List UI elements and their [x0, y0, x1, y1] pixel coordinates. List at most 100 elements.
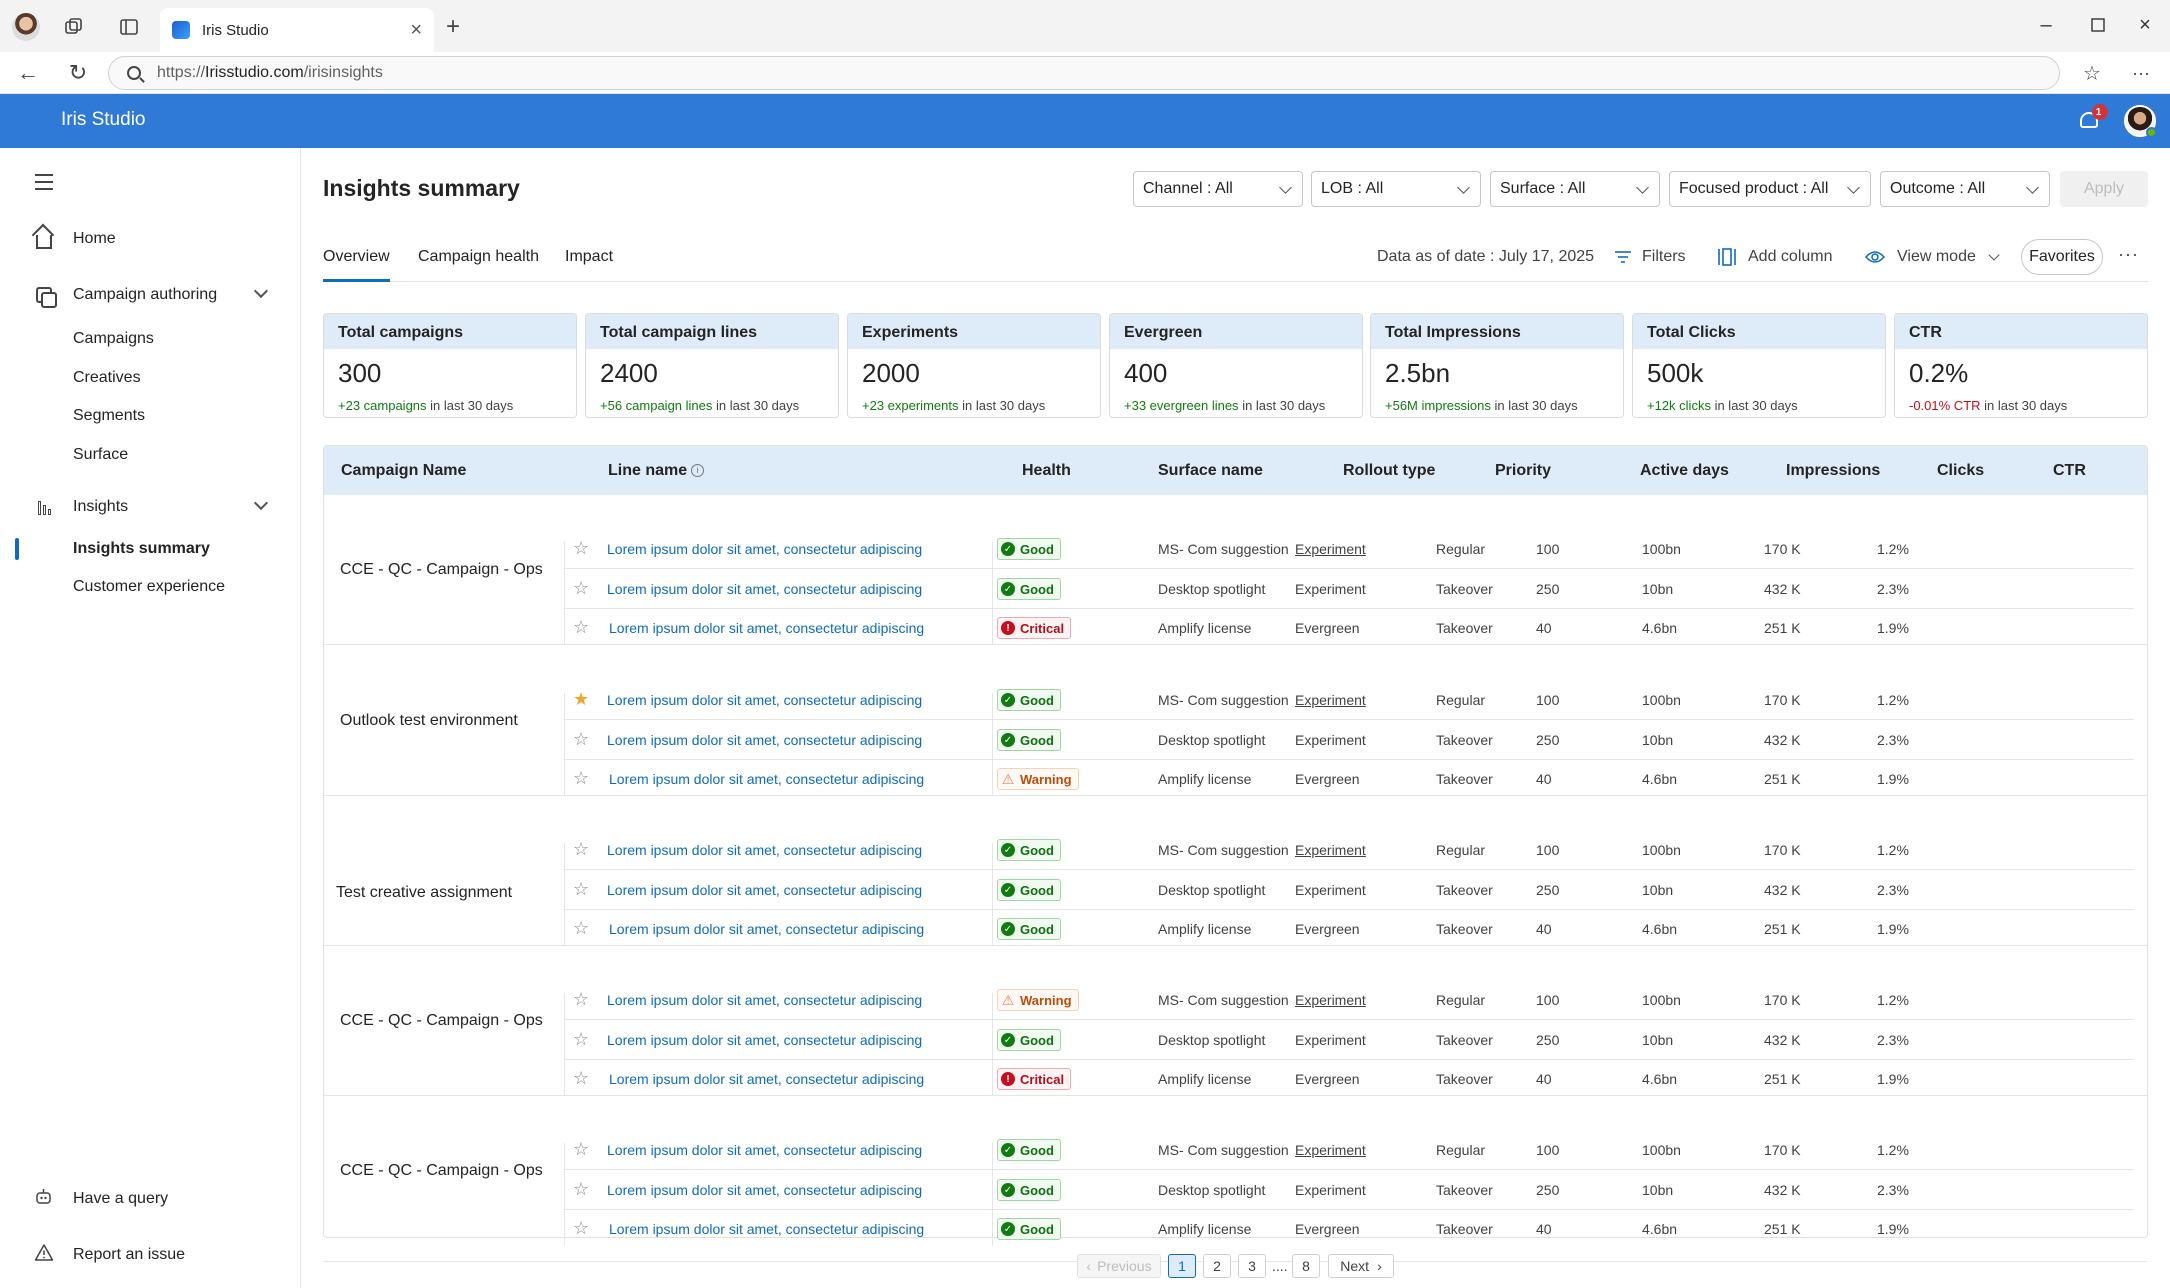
rollout-type[interactable]: Experiment: [1295, 842, 1366, 858]
add-column-button[interactable]: Add column: [1718, 240, 1833, 274]
column-header-ctr[interactable]: CTR: [2053, 462, 2086, 479]
maximize-icon[interactable]: [2078, 10, 2118, 40]
column-header-clicks[interactable]: Clicks: [1937, 462, 1985, 479]
page-button-3[interactable]: 3: [1238, 1254, 1266, 1278]
lob-filter-dropdown[interactable]: LOB : All: [1311, 171, 1481, 207]
table-row[interactable]: ☆ Lorem ipsum dolor sit amet, consectetur…: [564, 1021, 2134, 1060]
chevron-down-icon[interactable]: [253, 283, 269, 299]
browser-menu-icon[interactable]: ···: [2132, 62, 2150, 83]
column-header-rollout-type[interactable]: Rollout type: [1343, 462, 1436, 479]
favorite-star-icon[interactable]: ☆: [573, 1139, 590, 1159]
filters-button[interactable]: Filters: [1614, 240, 1686, 274]
line-name-link[interactable]: Lorem ipsum dolor sit amet, consectetur …: [609, 620, 925, 636]
table-row[interactable]: ☆ Lorem ipsum dolor sit amet, consectetur…: [564, 760, 2134, 799]
sidebar-item-segments[interactable]: Segments: [73, 407, 146, 424]
column-header-line-name[interactable]: Line name i: [608, 462, 705, 480]
sidebar-item-creatives[interactable]: Creatives: [73, 369, 141, 386]
rollout-type[interactable]: Experiment: [1295, 1142, 1366, 1158]
line-name-link[interactable]: Lorem ipsum dolor sit amet, consectetur …: [607, 732, 923, 748]
table-row[interactable]: ☆ Lorem ipsum dolor sit amet, consectetur…: [564, 981, 2134, 1020]
table-row[interactable]: ★ Lorem ipsum dolor sit amet, consectetur…: [564, 681, 2134, 720]
favorite-star-icon[interactable]: ☆: [573, 879, 590, 899]
line-name-link[interactable]: Lorem ipsum dolor sit amet, consectetur …: [609, 1071, 925, 1087]
table-row[interactable]: ☆ Lorem ipsum dolor sit amet, consectetur…: [564, 1131, 2134, 1170]
favorite-star-icon[interactable]: ☆: [573, 1068, 590, 1088]
view-mode-dropdown[interactable]: View mode: [1865, 240, 2000, 274]
back-icon[interactable]: ←: [17, 60, 39, 85]
favorite-star-icon[interactable]: ☆: [573, 538, 590, 558]
line-name-link[interactable]: Lorem ipsum dolor sit amet, consectetur …: [609, 921, 925, 937]
outcome-filter-dropdown[interactable]: Outcome : All: [1880, 171, 2050, 207]
favorite-star-icon[interactable]: ☆: [573, 768, 590, 788]
favorite-star-icon[interactable]: ☆: [573, 578, 590, 598]
page-button-8[interactable]: 8: [1292, 1254, 1320, 1278]
favorite-star-icon[interactable]: ☆: [573, 1029, 590, 1049]
sidebar-item-campaign-authoring[interactable]: Campaign authoring: [0, 278, 300, 312]
sidebar-item-insights-summary[interactable]: Insights summary: [73, 540, 210, 557]
line-name-link[interactable]: Lorem ipsum dolor sit amet, consectetur …: [607, 1142, 923, 1158]
next-page-button[interactable]: Next ›: [1328, 1254, 1394, 1278]
table-row[interactable]: ☆ Lorem ipsum dolor sit amet, consectetur…: [564, 570, 2134, 609]
more-options-icon[interactable]: ···: [2118, 244, 2139, 264]
favorite-star-icon[interactable]: ☆: [573, 989, 590, 1009]
column-header-impressions[interactable]: Impressions: [1786, 462, 1881, 479]
favorite-star-icon[interactable]: ☆: [573, 729, 590, 749]
campaign-name[interactable]: CCE - QC - Campaign - Ops: [340, 1162, 543, 1179]
browser-profile-icon[interactable]: [12, 13, 40, 41]
line-name-link[interactable]: Lorem ipsum dolor sit amet, consectetur …: [607, 842, 923, 858]
sidebar-item-campaigns[interactable]: Campaigns: [73, 330, 154, 347]
close-window-icon[interactable]: ×: [2139, 13, 2151, 36]
column-header-priority[interactable]: Priority: [1495, 462, 1552, 479]
sidebar-item-customer-experience[interactable]: Customer experience: [73, 578, 226, 595]
previous-page-button[interactable]: ‹ Previous: [1077, 1254, 1161, 1278]
line-name-link[interactable]: Lorem ipsum dolor sit amet, consectetur …: [607, 882, 923, 898]
tab-overview[interactable]: Overview: [323, 248, 390, 282]
tab-impact[interactable]: Impact: [565, 248, 614, 265]
line-name-link[interactable]: Lorem ipsum dolor sit amet, consectetur …: [607, 1032, 923, 1048]
minimize-icon[interactable]: –: [2040, 13, 2052, 36]
column-header-health[interactable]: Health: [1022, 462, 1071, 479]
column-header-campaign-name[interactable]: Campaign Name: [341, 462, 467, 479]
table-row[interactable]: ☆ Lorem ipsum dolor sit amet, consectetur…: [564, 1171, 2134, 1210]
sidebar-item-home[interactable]: Home: [0, 222, 300, 256]
tab-actions-icon[interactable]: [117, 15, 141, 39]
campaign-name[interactable]: Test creative assignment: [336, 884, 513, 901]
sidebar-item-have-a-query[interactable]: Have a query: [0, 1184, 300, 1214]
page-button-2[interactable]: 2: [1203, 1254, 1231, 1278]
notifications-bell-icon[interactable]: 1: [2076, 104, 2108, 134]
close-tab-icon[interactable]: ×: [410, 18, 422, 41]
chevron-down-icon[interactable]: [253, 495, 269, 511]
hamburger-menu-icon[interactable]: [35, 174, 53, 195]
rollout-type[interactable]: Experiment: [1295, 692, 1366, 708]
line-name-link[interactable]: Lorem ipsum dolor sit amet, consectetur …: [607, 581, 923, 597]
tab-campaign-health[interactable]: Campaign health: [418, 248, 539, 265]
line-name-link[interactable]: Lorem ipsum dolor sit amet, consectetur …: [607, 692, 923, 708]
new-tab-icon[interactable]: +: [445, 13, 460, 40]
surface-filter-dropdown[interactable]: Surface : All: [1490, 171, 1660, 207]
favorite-star-icon[interactable]: ★: [573, 689, 590, 709]
favorite-star-icon[interactable]: ☆: [573, 918, 590, 938]
rollout-type[interactable]: Experiment: [1295, 992, 1366, 1008]
favorite-star-icon[interactable]: ☆: [573, 617, 590, 637]
table-row[interactable]: ☆ Lorem ipsum dolor sit amet, consectetur…: [564, 609, 2134, 648]
favorite-star-icon[interactable]: ☆: [573, 1179, 590, 1199]
line-name-link[interactable]: Lorem ipsum dolor sit amet, consectetur …: [609, 1221, 925, 1237]
table-row[interactable]: ☆ Lorem ipsum dolor sit amet, consectetur…: [564, 831, 2134, 870]
campaign-name[interactable]: CCE - QC - Campaign - Ops: [340, 561, 543, 578]
workspaces-icon[interactable]: [62, 15, 86, 39]
line-name-link[interactable]: Lorem ipsum dolor sit amet, consectetur …: [607, 992, 923, 1008]
table-row[interactable]: ☆ Lorem ipsum dolor sit amet, consectetur…: [564, 1060, 2134, 1099]
table-row[interactable]: ☆ Lorem ipsum dolor sit amet, consectetur…: [564, 871, 2134, 910]
channel-filter-dropdown[interactable]: Channel : All: [1133, 171, 1303, 207]
favorite-star-icon[interactable]: ☆: [573, 1218, 590, 1238]
rollout-type[interactable]: Experiment: [1295, 541, 1366, 557]
line-name-link[interactable]: Lorem ipsum dolor sit amet, consectetur …: [609, 771, 925, 787]
campaign-name[interactable]: Outlook test environment: [340, 712, 518, 729]
browser-tab-iris-studio[interactable]: Iris Studio ×: [160, 8, 434, 52]
line-name-link[interactable]: Lorem ipsum dolor sit amet, consectetur …: [607, 1182, 923, 1198]
column-header-surface-name[interactable]: Surface name: [1158, 462, 1263, 479]
focused-product-filter-dropdown[interactable]: Focused product : All: [1669, 171, 1871, 207]
column-header-active-days[interactable]: Active days: [1640, 462, 1729, 479]
user-avatar[interactable]: [2124, 105, 2157, 138]
table-row[interactable]: ☆ Lorem ipsum dolor sit amet, consectetur…: [564, 910, 2134, 949]
